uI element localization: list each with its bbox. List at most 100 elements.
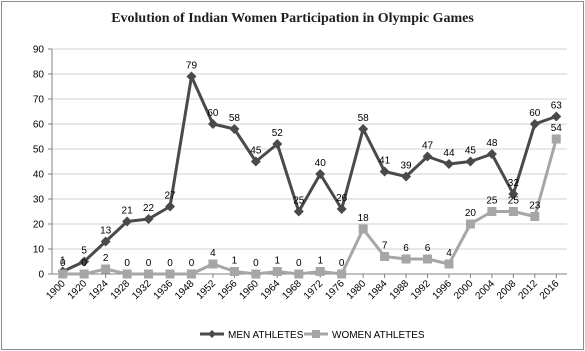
- data-point-women: [187, 270, 196, 279]
- data-label-women: 7: [382, 241, 388, 252]
- data-label-men: 44: [443, 148, 455, 159]
- data-label-women: 4: [446, 248, 452, 259]
- y-tick-label: 80: [33, 70, 45, 81]
- x-tick-label: 1952: [195, 278, 219, 302]
- x-tick-label: 1956: [216, 278, 240, 302]
- data-label-women: 0: [189, 258, 195, 269]
- data-point-women: [273, 267, 282, 276]
- x-tick-label: 1960: [237, 278, 261, 302]
- x-tick-label: 1972: [302, 278, 326, 302]
- x-tick-label: 1992: [409, 278, 433, 302]
- data-label-women: 0: [146, 258, 152, 269]
- data-label-women: 6: [403, 243, 409, 254]
- data-label-women: 25: [486, 196, 498, 207]
- data-point-women: [402, 255, 411, 264]
- data-point-women: [466, 220, 475, 229]
- data-label-women: 0: [124, 258, 130, 269]
- data-label-women: 2: [103, 253, 109, 264]
- data-label-women: 1: [317, 256, 323, 267]
- data-point-women: [58, 270, 67, 279]
- data-labels: 151321 22277960 5845522540265841 394744 4548…: [60, 61, 562, 270]
- data-label-women: 0: [81, 258, 87, 269]
- y-tick-label: 50: [33, 145, 45, 156]
- x-tick-label: 1996: [431, 278, 455, 302]
- data-point-women: [251, 270, 260, 279]
- data-point-men: [208, 119, 218, 129]
- x-tick-label: 1924: [87, 278, 111, 302]
- data-point-women: [144, 270, 153, 279]
- y-tick-label: 10: [33, 245, 45, 256]
- data-label-men: 63: [551, 101, 563, 112]
- data-label-men: 27: [164, 191, 176, 202]
- legend-label-women: WOMEN ATHLETES: [332, 330, 425, 341]
- data-label-men: 21: [122, 206, 134, 217]
- data-point-women: [101, 265, 110, 274]
- data-label-women: 0: [296, 258, 302, 269]
- legend-marker-women: [312, 330, 320, 338]
- y-tick-label: 0: [38, 270, 44, 281]
- data-label-men: 45: [465, 146, 477, 157]
- x-tick-label: 1928: [109, 278, 133, 302]
- y-tick-label: 30: [33, 195, 45, 206]
- y-tick-label: 40: [33, 170, 45, 181]
- data-label-men: 22: [143, 203, 155, 214]
- data-point-women: [337, 270, 346, 279]
- data-point-women: [123, 270, 132, 279]
- series-lines: [63, 77, 557, 275]
- x-tick-label: 1976: [323, 278, 347, 302]
- data-point-men: [465, 157, 475, 167]
- data-point-women: [423, 255, 432, 264]
- data-point-men: [358, 124, 368, 134]
- data-label-men: 25: [293, 196, 305, 207]
- data-point-women: [380, 252, 389, 261]
- y-tick-label: 70: [33, 95, 45, 106]
- axes: [48, 49, 567, 278]
- legend: MEN ATHLETES WOMEN ATHLETES: [200, 330, 425, 341]
- data-label-men: 79: [186, 61, 198, 72]
- data-label-women: 25: [508, 196, 520, 207]
- data-label-men: 41: [379, 156, 391, 167]
- data-label-men: 58: [358, 113, 370, 124]
- x-tick-label: 2016: [538, 278, 562, 302]
- series-markers: [58, 72, 562, 279]
- x-tick-label: 2008: [495, 278, 519, 302]
- data-label-men: 52: [272, 128, 284, 139]
- data-label-men: 45: [250, 146, 262, 157]
- data-point-men: [530, 119, 540, 129]
- data-point-women: [444, 260, 453, 269]
- data-label-women: 0: [253, 258, 259, 269]
- legend-label-men: MEN ATHLETES: [228, 330, 304, 341]
- data-label-women: 0: [167, 258, 173, 269]
- series-line-women: [63, 139, 557, 274]
- data-point-men: [186, 72, 196, 82]
- x-tick-label: 2012: [516, 278, 540, 302]
- data-point-men: [444, 159, 454, 169]
- data-point-women: [208, 260, 217, 269]
- y-axis-ticks: 0 10 20 30 40 50 60 70 80 90: [33, 45, 45, 281]
- x-tick-label: 1980: [345, 278, 369, 302]
- data-point-women: [530, 212, 539, 221]
- data-label-men: 26: [336, 193, 348, 204]
- data-point-women: [230, 267, 239, 276]
- data-label-men: 40: [315, 158, 327, 169]
- data-label-men: 60: [207, 108, 219, 119]
- data-point-women: [294, 270, 303, 279]
- legend-marker-men: [208, 330, 216, 338]
- x-tick-label: 1948: [173, 278, 197, 302]
- data-label-men: 48: [486, 138, 498, 149]
- data-label-women: 1: [275, 256, 281, 267]
- x-tick-label: 1984: [366, 278, 390, 302]
- data-label-men: 5: [81, 246, 87, 257]
- data-point-women: [166, 270, 175, 279]
- data-label-women: 0: [60, 258, 66, 269]
- data-point-women: [487, 207, 496, 216]
- data-label-women: 4: [210, 248, 216, 259]
- data-label-men: 32: [508, 178, 520, 189]
- data-label-women: 23: [529, 201, 541, 212]
- x-tick-label: 1932: [130, 278, 154, 302]
- data-label-women: 1: [232, 256, 238, 267]
- data-point-women: [552, 135, 561, 144]
- x-tick-label: 1920: [66, 278, 90, 302]
- y-tick-label: 60: [33, 120, 45, 131]
